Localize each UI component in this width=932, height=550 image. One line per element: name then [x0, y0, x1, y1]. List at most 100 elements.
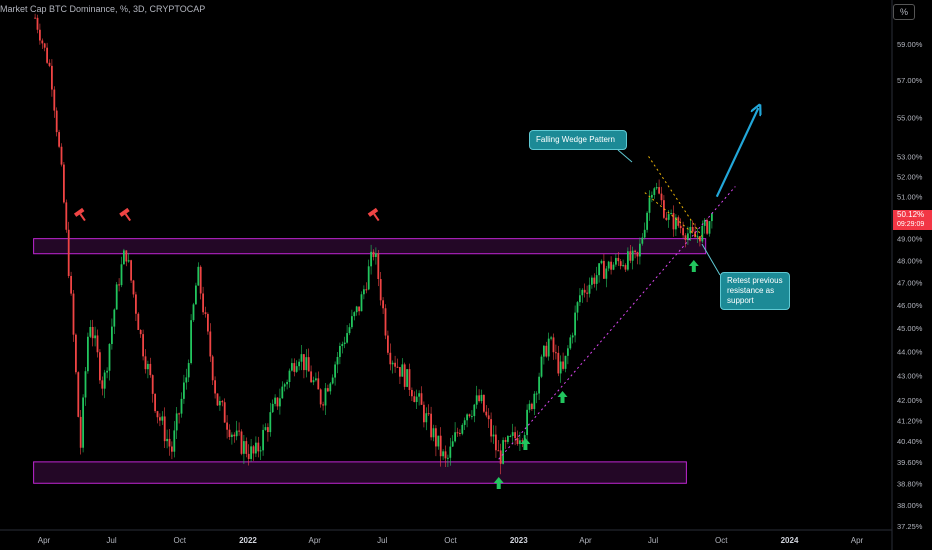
y-tick-label: 52.00%	[897, 172, 923, 181]
candle-body	[77, 372, 80, 417]
retest-callout[interactable]: Retest previous resistance as support	[720, 272, 790, 310]
candles-layer	[34, 13, 713, 475]
green-up-arrow-icon	[688, 260, 699, 272]
hammer-icon	[367, 207, 380, 222]
candle-body	[557, 352, 560, 374]
candle-body	[74, 334, 77, 373]
candle-body	[319, 389, 322, 405]
percent-scale-toggle[interactable]: %	[893, 4, 915, 20]
candle-body	[502, 440, 504, 464]
candle-body	[204, 312, 207, 315]
candle-body	[139, 329, 142, 335]
candle-body	[413, 396, 416, 403]
candle-body	[202, 293, 204, 313]
candle-body	[262, 429, 264, 451]
candle-body	[583, 289, 586, 293]
x-tick-label: 2024	[781, 536, 799, 545]
candle-body	[581, 289, 584, 296]
hammer-head	[73, 207, 85, 217]
candle-body	[602, 260, 605, 279]
hammer-handle	[373, 213, 380, 222]
candle-body	[494, 434, 497, 451]
candle-body	[132, 280, 135, 295]
candle-body	[269, 412, 272, 433]
candle-body	[509, 435, 512, 437]
candle-body	[470, 416, 473, 418]
time-axis[interactable]: Apr Jul Oct 2022 Apr Jul Oct 2023 Apr Jul Oct 2024 A…	[38, 536, 864, 545]
candle-body	[511, 432, 514, 436]
candle-body	[137, 313, 140, 330]
candle-body	[566, 348, 569, 356]
candle-body	[360, 294, 363, 312]
candle-body	[317, 378, 320, 390]
candle-body	[547, 338, 550, 357]
candle-body	[106, 370, 108, 373]
price-axis[interactable]: 59.00% 57.00% 55.00% 53.00% 52.00% 51.00% 49.0…	[897, 40, 923, 531]
candle-body	[533, 393, 536, 410]
wedge-callout-pointer	[617, 149, 633, 163]
candle-body	[631, 250, 634, 261]
candle-body	[353, 312, 356, 317]
candle-body	[36, 17, 39, 30]
candle-body	[521, 440, 524, 442]
candle-body	[122, 250, 125, 265]
candle-body	[576, 302, 579, 313]
candle-body	[34, 17, 36, 19]
candle-body	[425, 413, 428, 423]
x-tick-label: Jul	[106, 536, 116, 545]
candle-body	[379, 279, 382, 301]
candle-body	[281, 386, 284, 399]
candle-body	[65, 202, 68, 230]
y-tick-label: 55.00%	[897, 114, 923, 123]
candle-body	[166, 438, 168, 442]
y-tick-label: 43.00%	[897, 372, 923, 381]
candle-body	[182, 382, 185, 399]
y-tick-label: 38.00%	[897, 501, 923, 510]
x-tick-label: Apr	[38, 536, 51, 545]
candle-body	[242, 441, 245, 454]
candle-body	[528, 403, 531, 410]
candle-body	[619, 261, 622, 267]
candle-body	[55, 110, 58, 133]
candle-body	[677, 217, 680, 226]
candle-body	[50, 65, 53, 90]
retest-callout-pointer	[701, 243, 721, 276]
candle-body	[336, 356, 339, 365]
hammer-icon	[73, 207, 86, 222]
candle-body	[314, 378, 317, 381]
candle-body	[406, 369, 408, 387]
candle-body	[355, 306, 358, 313]
candle-body	[187, 363, 190, 378]
candle-body	[590, 277, 593, 285]
candle-body	[60, 146, 63, 165]
candle-body	[391, 362, 394, 365]
candle-body	[322, 404, 324, 406]
y-tick-label: 38.80%	[897, 479, 923, 488]
candle-body	[264, 427, 267, 430]
current-price-value: 50.12%	[897, 210, 925, 219]
candle-body	[144, 356, 147, 370]
candle-body	[622, 265, 624, 267]
candle-body	[588, 284, 591, 294]
candle-body	[655, 187, 658, 189]
candle-body	[612, 264, 615, 270]
candle-body	[660, 193, 663, 201]
candle-body	[401, 364, 404, 377]
candle-body	[115, 284, 118, 310]
candle-body	[478, 395, 480, 402]
hammer-icon	[119, 207, 132, 222]
candle-body	[288, 370, 291, 382]
candle-body	[600, 260, 603, 264]
candle-body	[257, 442, 260, 452]
candle-body	[686, 233, 689, 240]
candle-body	[410, 389, 413, 397]
x-tick-label: Oct	[174, 536, 187, 545]
candle-body	[199, 266, 202, 294]
falling-wedge-callout[interactable]: Falling Wedge Pattern	[529, 130, 627, 150]
candle-body	[514, 432, 516, 439]
candle-body	[451, 441, 454, 447]
candle-body	[629, 251, 632, 261]
candle-body	[403, 364, 406, 387]
candle-body	[418, 393, 420, 397]
